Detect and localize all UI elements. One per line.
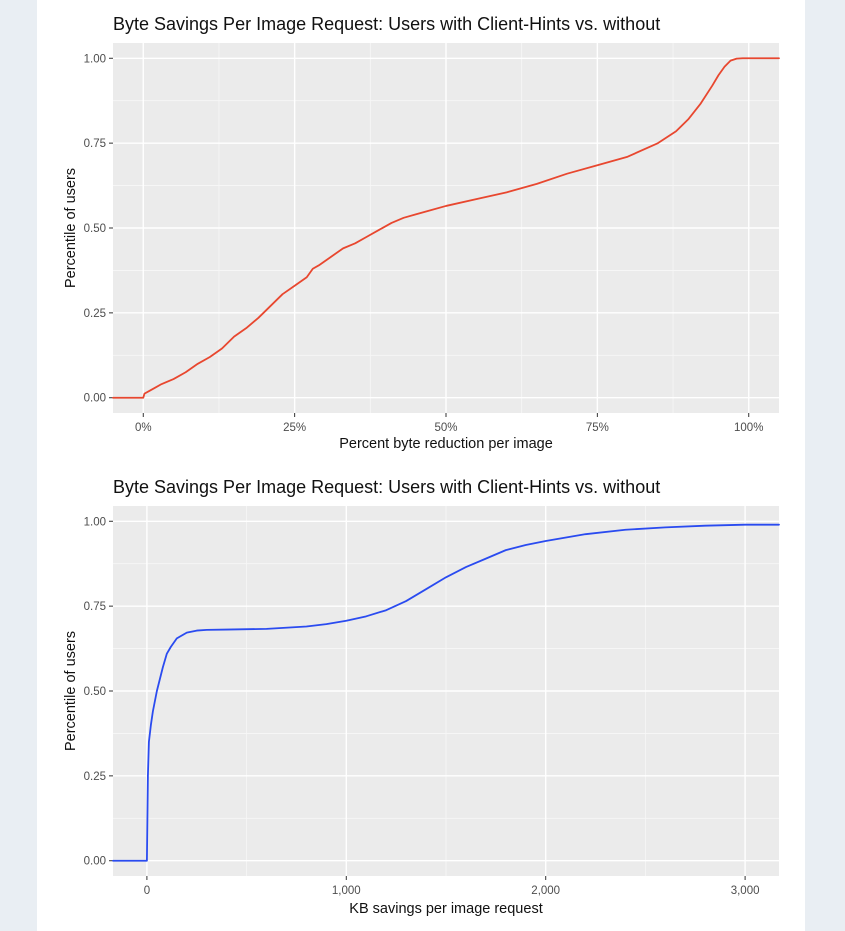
x-tick-label: 1,000 bbox=[332, 885, 361, 897]
x-tick-label: 50% bbox=[434, 422, 457, 434]
series-line-1 bbox=[112, 523, 780, 862]
x-tick-label: 3,000 bbox=[731, 885, 760, 897]
charts-canvas: Byte Savings Per Image Request: Users wi… bbox=[63, 14, 780, 917]
y-tick-label: 0.50 bbox=[84, 223, 106, 235]
x-tick-label: 2,000 bbox=[531, 885, 560, 897]
chart-title: Byte Savings Per Image Request: Users wi… bbox=[113, 14, 660, 34]
x-tick-label: 0% bbox=[135, 422, 152, 434]
x-axis-title: KB savings per image request bbox=[349, 901, 542, 917]
y-tick-label: 0.50 bbox=[84, 686, 106, 698]
y-axis-title: Percentile of users bbox=[63, 168, 79, 288]
y-tick-label: 1.00 bbox=[84, 53, 106, 65]
y-tick-label: 0.00 bbox=[84, 856, 106, 868]
y-tick-label: 0.25 bbox=[84, 771, 106, 783]
y-tick-label: 0.00 bbox=[84, 393, 106, 405]
x-tick-label: 0 bbox=[144, 885, 150, 897]
y-tick-label: 0.25 bbox=[84, 308, 106, 320]
chart-2: Byte Savings Per Image Request: Users wi… bbox=[63, 477, 780, 917]
x-tick-label: 25% bbox=[283, 422, 306, 434]
chart-title: Byte Savings Per Image Request: Users wi… bbox=[113, 477, 660, 497]
chart-card: Byte Savings Per Image Request: Users wi… bbox=[37, 0, 805, 931]
x-axis-title: Percent byte reduction per image bbox=[339, 436, 553, 452]
y-tick-label: 0.75 bbox=[84, 601, 106, 613]
x-tick-label: 75% bbox=[586, 422, 609, 434]
x-tick-label: 100% bbox=[734, 422, 763, 434]
y-tick-label: 1.00 bbox=[84, 516, 106, 528]
y-tick-label: 0.75 bbox=[84, 138, 106, 150]
chart-1: Byte Savings Per Image Request: Users wi… bbox=[63, 14, 780, 452]
series-line-1 bbox=[112, 57, 780, 399]
y-axis-title: Percentile of users bbox=[63, 631, 79, 751]
